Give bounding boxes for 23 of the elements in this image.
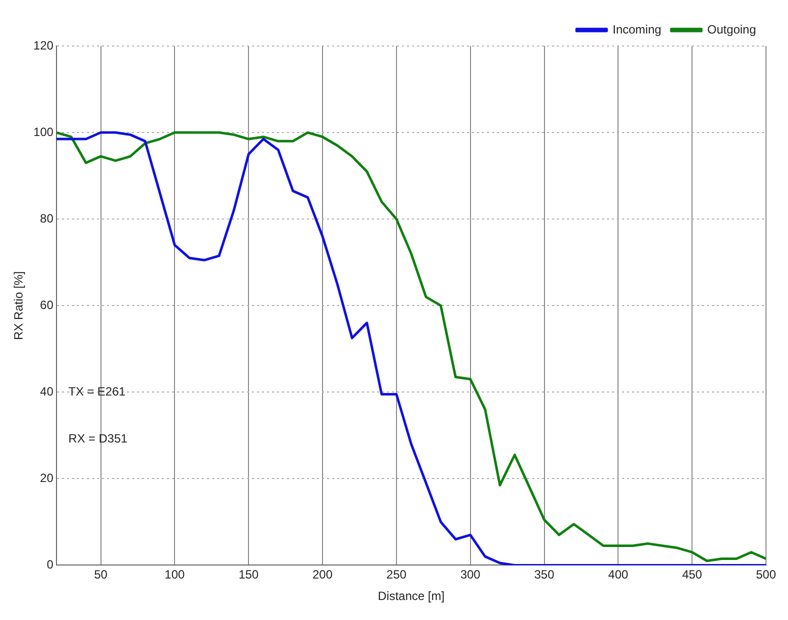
x-tick-label: 500 (756, 568, 776, 582)
x-tick-label: 250 (386, 568, 407, 582)
x-tick-label: 450 (682, 568, 702, 582)
annotation: RX = D351 (68, 431, 128, 446)
y-tick-label: 120 (33, 38, 54, 52)
annotation: TX = E261 (68, 384, 126, 398)
x-tick-label: 200 (312, 568, 333, 582)
x-tick-label: 400 (608, 568, 629, 582)
x-tick-label: 100 (164, 568, 186, 582)
legend-label: Incoming (612, 22, 662, 36)
x-tick-label: 150 (238, 568, 259, 582)
y-tick-label: 60 (40, 298, 54, 312)
legend-label: Outgoing (707, 22, 756, 36)
y-tick-label: 20 (40, 470, 54, 485)
y-tick-label: 80 (40, 211, 54, 226)
x-tick-label: 350 (534, 568, 555, 582)
x-tick-label: 50 (94, 568, 108, 582)
x-tick-label: 300 (460, 568, 481, 582)
y-tick-label: 0 (46, 558, 54, 572)
y-axis-title: RX Ratio [%] (12, 271, 26, 340)
y-tick-label: 100 (33, 124, 54, 139)
y-tick-label: 40 (40, 384, 54, 398)
x-axis-title: Distance [m] (378, 589, 445, 604)
